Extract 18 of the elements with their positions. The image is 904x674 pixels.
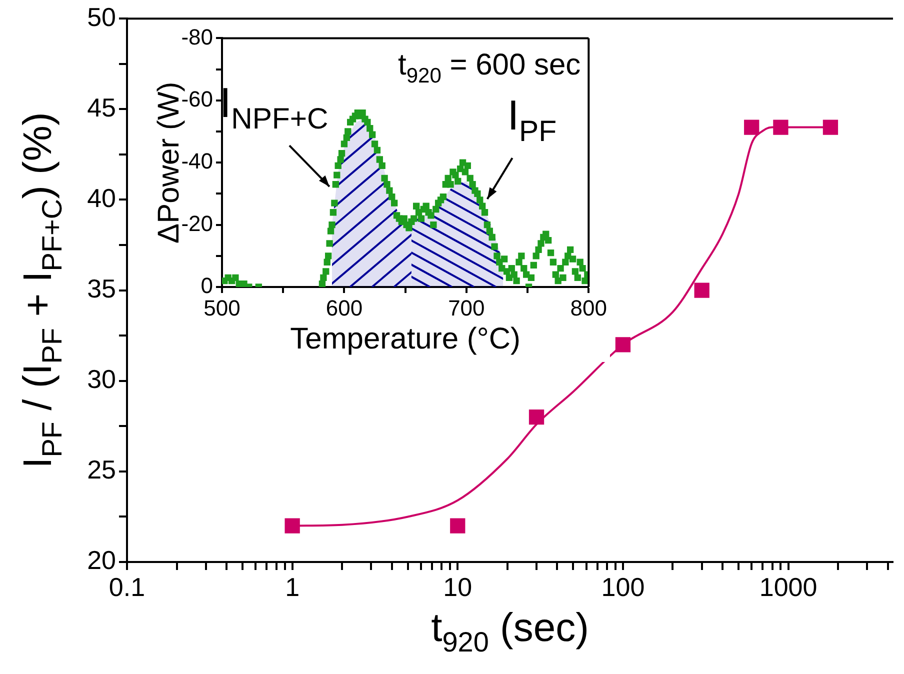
y-tick-label: 45 bbox=[87, 92, 116, 122]
x-tick-label: 800 bbox=[570, 295, 608, 320]
x-tick-label: 1000 bbox=[759, 572, 818, 602]
y-tick-label: 40 bbox=[87, 182, 116, 213]
y-tick-label: -20 bbox=[181, 210, 213, 236]
y-tick-label: 30 bbox=[87, 364, 116, 394]
x-tick-label: 1 bbox=[285, 572, 300, 602]
x-tick-label: 100 bbox=[601, 572, 645, 602]
y-tick-label: 35 bbox=[87, 273, 116, 304]
y-axis-title: IPF / (IPF + IPF+C) (%) bbox=[16, 112, 68, 468]
y-tick-label: 50 bbox=[87, 2, 116, 32]
x-tick-label: 10 bbox=[443, 572, 472, 602]
x-tick-label: 600 bbox=[326, 295, 363, 320]
y-tick-label: -80 bbox=[181, 24, 213, 50]
x-tick-label: 700 bbox=[448, 295, 485, 320]
y-tick-label: -40 bbox=[181, 148, 213, 174]
x-axis-title: Temperature (°C) bbox=[290, 322, 521, 356]
y-tick-label: 25 bbox=[87, 454, 116, 485]
